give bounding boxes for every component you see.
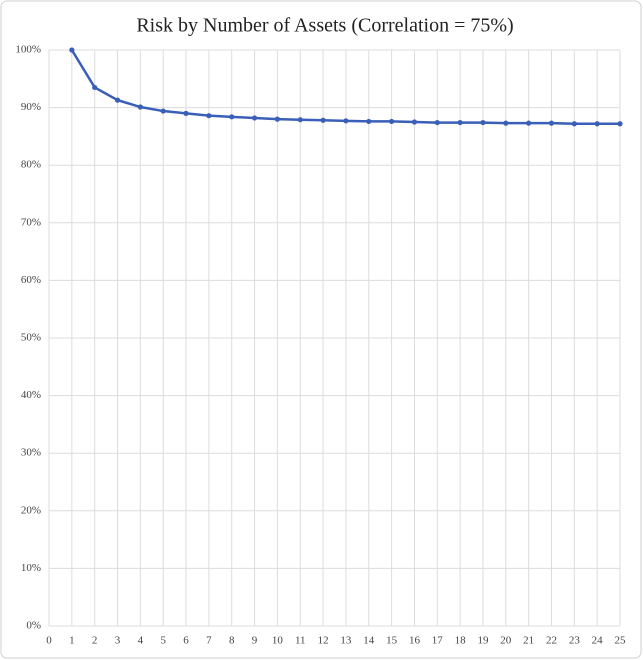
- x-tick-label: 23: [569, 635, 581, 647]
- x-tick-label: 3: [115, 635, 121, 647]
- x-tick-label: 12: [318, 635, 329, 647]
- data-point: [114, 97, 121, 103]
- y-tick-label: 70%: [21, 216, 41, 228]
- data-point: [251, 115, 258, 121]
- data-point: [366, 118, 372, 125]
- data-point: [206, 113, 212, 119]
- y-tick-label: 30%: [21, 447, 41, 459]
- data-point: [274, 116, 280, 122]
- data-point: [137, 104, 143, 110]
- x-tick-label: 17: [432, 635, 444, 647]
- data-point: [617, 121, 623, 127]
- y-tick-label: 20%: [21, 504, 41, 516]
- x-tick-label: 8: [229, 635, 235, 647]
- x-tick-label: 5: [160, 635, 166, 647]
- x-tick-label: 11: [295, 635, 306, 647]
- data-point: [411, 119, 418, 125]
- x-tick-label: 14: [363, 635, 375, 647]
- chart-title: Risk by Number of Assets (Correlation = …: [136, 15, 513, 37]
- data-point: [92, 84, 98, 91]
- data-point: [343, 118, 349, 124]
- data-point: [526, 120, 532, 126]
- y-tick-label: 60%: [21, 274, 41, 286]
- data-point: [503, 120, 509, 126]
- x-tick-label: 13: [340, 635, 352, 647]
- x-tick-label: 9: [252, 635, 258, 647]
- data-point: [548, 120, 555, 126]
- data-point: [160, 108, 166, 114]
- x-tick-label: 16: [409, 635, 421, 647]
- y-tick-label: 80%: [21, 159, 41, 171]
- x-tick-label: 0: [46, 635, 52, 647]
- data-point: [594, 121, 600, 127]
- data-point: [69, 47, 75, 53]
- y-tick-label: 40%: [21, 389, 41, 401]
- y-tick-label: 10%: [21, 562, 41, 574]
- x-tick-label: 25: [615, 635, 627, 647]
- data-point: [389, 118, 395, 125]
- x-tick-label: 7: [206, 635, 212, 647]
- data-point: [320, 117, 326, 123]
- x-tick-label: 24: [592, 635, 604, 647]
- x-tick-label: 19: [477, 635, 489, 647]
- x-tick-label: 21: [523, 635, 534, 647]
- data-point: [480, 119, 486, 126]
- x-tick-label: 6: [183, 635, 189, 647]
- data-point: [229, 114, 235, 120]
- data-point: [457, 119, 463, 126]
- x-tick-label: 1: [69, 635, 75, 647]
- y-tick-label: 90%: [21, 101, 41, 113]
- x-tick-label: 22: [546, 635, 557, 647]
- x-tick-label: 10: [272, 635, 284, 647]
- x-tick-label: 18: [455, 635, 467, 647]
- x-tick-label: 15: [386, 635, 398, 647]
- data-point: [434, 119, 440, 126]
- x-tick-label: 20: [500, 635, 512, 647]
- x-tick-label: 2: [92, 635, 98, 647]
- data-point: [571, 121, 577, 127]
- data-point: [297, 117, 303, 123]
- data-point: [183, 110, 189, 116]
- y-tick-label: 50%: [21, 332, 41, 344]
- y-tick-label: 100%: [15, 44, 41, 56]
- y-tick-label: 0%: [26, 620, 41, 632]
- x-tick-label: 4: [138, 635, 144, 647]
